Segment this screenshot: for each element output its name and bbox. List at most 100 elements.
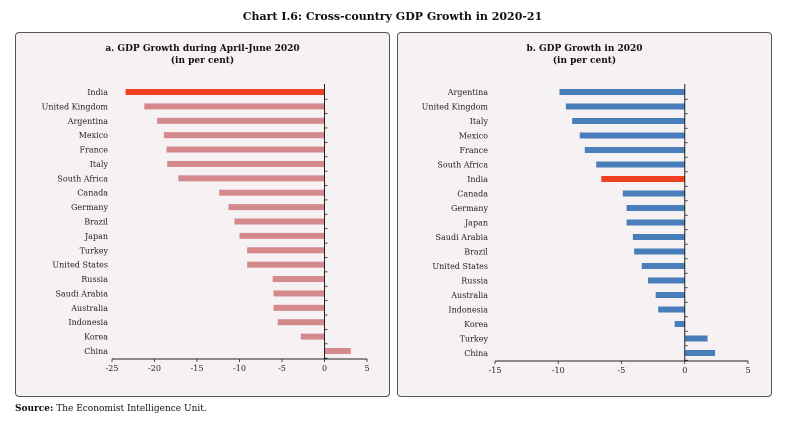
bar-italy [167, 160, 325, 167]
bar-saudi-arabia [632, 234, 685, 240]
category-label: South Africa [57, 174, 108, 183]
bar-india [601, 176, 685, 182]
bar-japan [626, 219, 685, 226]
category-label: Australia [450, 291, 488, 300]
category-label: Japan [464, 219, 488, 228]
bar-argentina [559, 89, 685, 95]
bar-india [125, 89, 325, 95]
source-text: The Economist Intelligence Unit. [56, 404, 207, 414]
category-label: United Kingdom [42, 102, 109, 111]
figure-title: Chart I.6: Cross-country GDP Growth in 2… [242, 10, 543, 23]
x-tick-label: -15 [489, 366, 502, 375]
category-label: Mexico [459, 132, 488, 141]
bar-mexico [163, 132, 325, 139]
category-label: Italy [90, 160, 109, 169]
x-tick-label: -5 [278, 364, 286, 373]
category-label: France [79, 146, 108, 155]
category-label: Germany [451, 204, 488, 213]
category-label: Canada [77, 189, 108, 198]
bar-argentina [157, 117, 325, 124]
category-label: Mexico [79, 131, 108, 140]
category-label: Brazil [84, 218, 108, 227]
bar-brazil [634, 248, 685, 255]
bar-south-africa [596, 161, 685, 168]
bar-germany [228, 204, 325, 211]
category-label: Japan [84, 232, 108, 241]
bar-indonesia [277, 319, 325, 326]
category-label: India [87, 88, 108, 97]
category-label: United Kingdom [422, 103, 489, 112]
panel-b-title-text: b. GDP Growth in 2020 [526, 44, 643, 54]
panel-a-subtitle: (in per cent) [170, 56, 235, 66]
category-label: Korea [84, 333, 108, 342]
bar-russia [272, 276, 325, 283]
category-label: China [84, 347, 108, 356]
bar-saudi-arabia [273, 290, 325, 297]
bar-germany [626, 205, 685, 211]
x-tick-label: 0 [682, 366, 687, 375]
category-label: Saudi Arabia [56, 289, 109, 298]
bar-united-states [247, 261, 325, 268]
x-tick-label: -10 [233, 364, 246, 373]
panel-b-title: b. GDP Growth in 2020 (in per cent) [398, 43, 771, 67]
source-label: Source: [15, 404, 54, 414]
source-note: Source: The Economist Intelligence Unit. [15, 404, 207, 414]
panel-a-title: a. GDP Growth during April-June 2020 (in … [16, 43, 389, 67]
x-tick-label: -15 [191, 364, 204, 373]
bar-united-kingdom [565, 103, 685, 110]
bar-turkey [684, 335, 708, 342]
bar-france [584, 147, 685, 153]
category-label: Argentina [67, 117, 109, 126]
bar-indonesia [658, 306, 685, 313]
category-label: Brazil [464, 248, 488, 257]
category-label: Russia [81, 275, 108, 284]
category-label: Germany [71, 203, 108, 212]
x-tick-label: 0 [322, 364, 327, 373]
bar-brazil [234, 218, 325, 225]
category-label: Australia [70, 304, 108, 313]
bar-united-states [641, 263, 685, 269]
category-label: Turkey [460, 335, 489, 344]
category-label: Argentina [447, 88, 489, 97]
category-label: United States [52, 261, 108, 270]
x-tick-label: 5 [745, 366, 750, 375]
bar-canada [622, 190, 685, 197]
category-label: Saudi Arabia [436, 233, 489, 242]
bar-canada [219, 189, 325, 196]
panel-a-title-text: a. GDP Growth during April-June 2020 [105, 44, 300, 54]
x-tick-label: 5 [364, 364, 369, 373]
bar-france [166, 146, 325, 153]
x-tick-label: -20 [148, 364, 161, 373]
category-label: Indonesia [448, 306, 488, 315]
bar-italy [572, 118, 685, 124]
bar-china [684, 350, 716, 356]
bar-russia [648, 277, 685, 284]
category-label: United States [432, 262, 488, 271]
x-tick-label: -10 [552, 366, 565, 375]
bar-australia [273, 304, 325, 311]
panel-b-subtitle: (in per cent) [552, 56, 617, 66]
bar-united-kingdom [144, 103, 325, 110]
category-label: Russia [461, 277, 488, 286]
x-tick-label: -25 [106, 364, 119, 373]
bar-south-africa [178, 175, 325, 182]
category-label: India [467, 175, 488, 184]
category-label: Turkey [80, 246, 109, 255]
category-label: Italy [470, 117, 489, 126]
bar-korea [300, 333, 325, 340]
bar-australia [655, 292, 685, 298]
bar-mexico [579, 132, 685, 139]
bar-korea [674, 321, 685, 327]
x-tick-label: -5 [618, 366, 626, 375]
category-label: France [459, 146, 488, 155]
category-label: Korea [464, 320, 488, 329]
category-label: China [464, 349, 488, 358]
category-label: Canada [457, 190, 488, 199]
category-label: Indonesia [68, 318, 108, 327]
bar-china [324, 348, 351, 354]
category-label: South Africa [437, 161, 488, 170]
bar-turkey [247, 247, 325, 254]
bar-japan [239, 232, 325, 239]
